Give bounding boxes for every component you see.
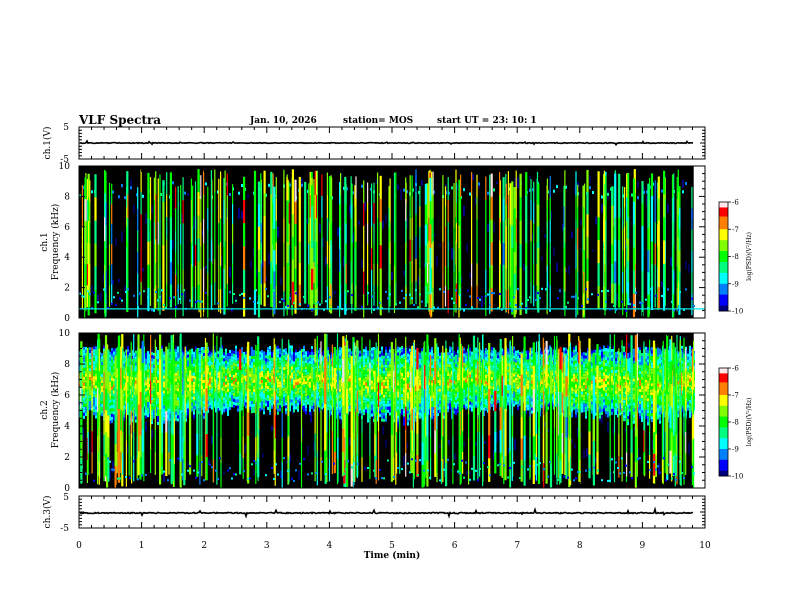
time-tick-2: 2 [201,541,207,551]
colorbar-tick--8: -8 [732,253,739,261]
ch2-spectrogram-ylabel-frequency: Frequency (kHz) [50,372,61,449]
ch1-ytick-bottom: -5 [60,155,69,165]
ch1-voltage-ylabel: ch.1(V) [42,127,53,160]
time-tick-10: 10 [699,541,711,551]
time-axis-tick-labels: 0 1 2 3 4 5 6 7 8 9 10 [76,541,711,551]
time-tick-7: 7 [514,541,520,551]
ch1-spectrogram-ytick-labels: 0 2 4 6 8 10 [59,162,71,324]
colorbar-tick--9: -9 [732,446,739,454]
ch1-spectrogram-ylabel-frequency: Frequency (kHz) [50,204,61,281]
ch3-voltage-ylabel: ch.3(V) [42,496,53,529]
ch3-ytick-top: 5 [63,493,69,503]
ytick-label-8: 8 [64,192,70,202]
colorbar-label: log(PSD)(V²/Hz) [746,398,753,447]
ch3-voltage-ticks [78,495,706,529]
colorbar-tick--10: -10 [732,308,743,316]
ytick-label-8: 8 [64,360,70,370]
ch3-voltage-trace [79,506,694,519]
ch2-spectrogram-ylabel-channel: ch.2 [40,400,50,419]
colorbar-tick--6: -6 [732,199,739,207]
ch1-colorbar: -6 -7 -8 -9 -10 log(PSD)(V²/Hz) [718,199,753,316]
ch1-spectrogram-ylabel-channel: ch.1 [40,232,50,251]
ch2-colorbar: -6 -7 -8 -9 -10 log(PSD)(V²/Hz) [718,365,753,481]
ch3-ytick-bottom: -5 [60,524,69,534]
ch1-voltage-panel: 5 -5 ch.1(V) [42,123,706,165]
ch1-ytick-top: 5 [63,123,69,133]
time-tick-6: 6 [452,541,458,551]
colorbar-tick--8: -8 [732,419,739,427]
ch2-spectrogram-panel: 0 2 4 6 8 10 ch.2 Frequency (kHz) [40,329,706,494]
ytick-label-6: 6 [64,391,70,401]
time-tick-5: 5 [389,541,395,551]
time-tick-3: 3 [264,541,270,551]
ch1-spectrogram-image [79,166,705,319]
colorbar-tick--7: -7 [732,226,739,234]
colorbar-label: log(PSD)(V²/Hz) [746,232,753,281]
time-tick-9: 9 [640,541,646,551]
ytick-label-6: 6 [64,223,70,233]
ch3-voltage-panel: 5 -5 ch.3(V) 0 1 2 3 4 5 6 7 8 9 10 Time (min) [42,493,711,561]
time-tick-1: 1 [139,541,145,551]
ytick-label-2: 2 [64,453,70,463]
ytick-label-4: 4 [64,253,70,263]
ch1-spectrogram-ticks [78,165,706,319]
colorbar-tick--7: -7 [732,392,739,400]
colorbar-tick--6: -6 [732,365,739,373]
ch2-spectrogram-ytick-labels: 0 2 4 6 8 10 [59,329,71,494]
ytick-label-0: 0 [64,484,70,494]
ytick-label-4: 4 [64,422,70,432]
ytick-label-0: 0 [64,314,70,324]
figure-title: VLF Spectra [78,113,161,127]
ch2-spectrogram-ticks [78,332,706,489]
time-axis-label: Time (min) [364,550,421,561]
ytick-label-10: 10 [59,162,71,172]
ch1-spectrogram-panel: 0 2 4 6 8 10 ch.1 Frequency (kHz) [40,162,706,324]
start-time-label: start UT = 23: 10: 1 [437,116,537,126]
colorbar-tick--10: -10 [732,473,743,481]
date-label: Jan. 10, 2026 [249,116,317,126]
ytick-label-2: 2 [64,284,70,294]
time-tick-8: 8 [577,541,583,551]
ch2-spectrogram-image [79,333,695,489]
time-tick-0: 0 [76,541,82,551]
colorbar-tick--9: -9 [732,280,739,288]
ch1-voltage-ticks [78,126,706,160]
station-label: station= MOS [343,116,413,126]
ch1-voltage-trace [79,139,694,147]
ytick-label-10: 10 [59,329,71,339]
time-tick-4: 4 [327,541,333,551]
